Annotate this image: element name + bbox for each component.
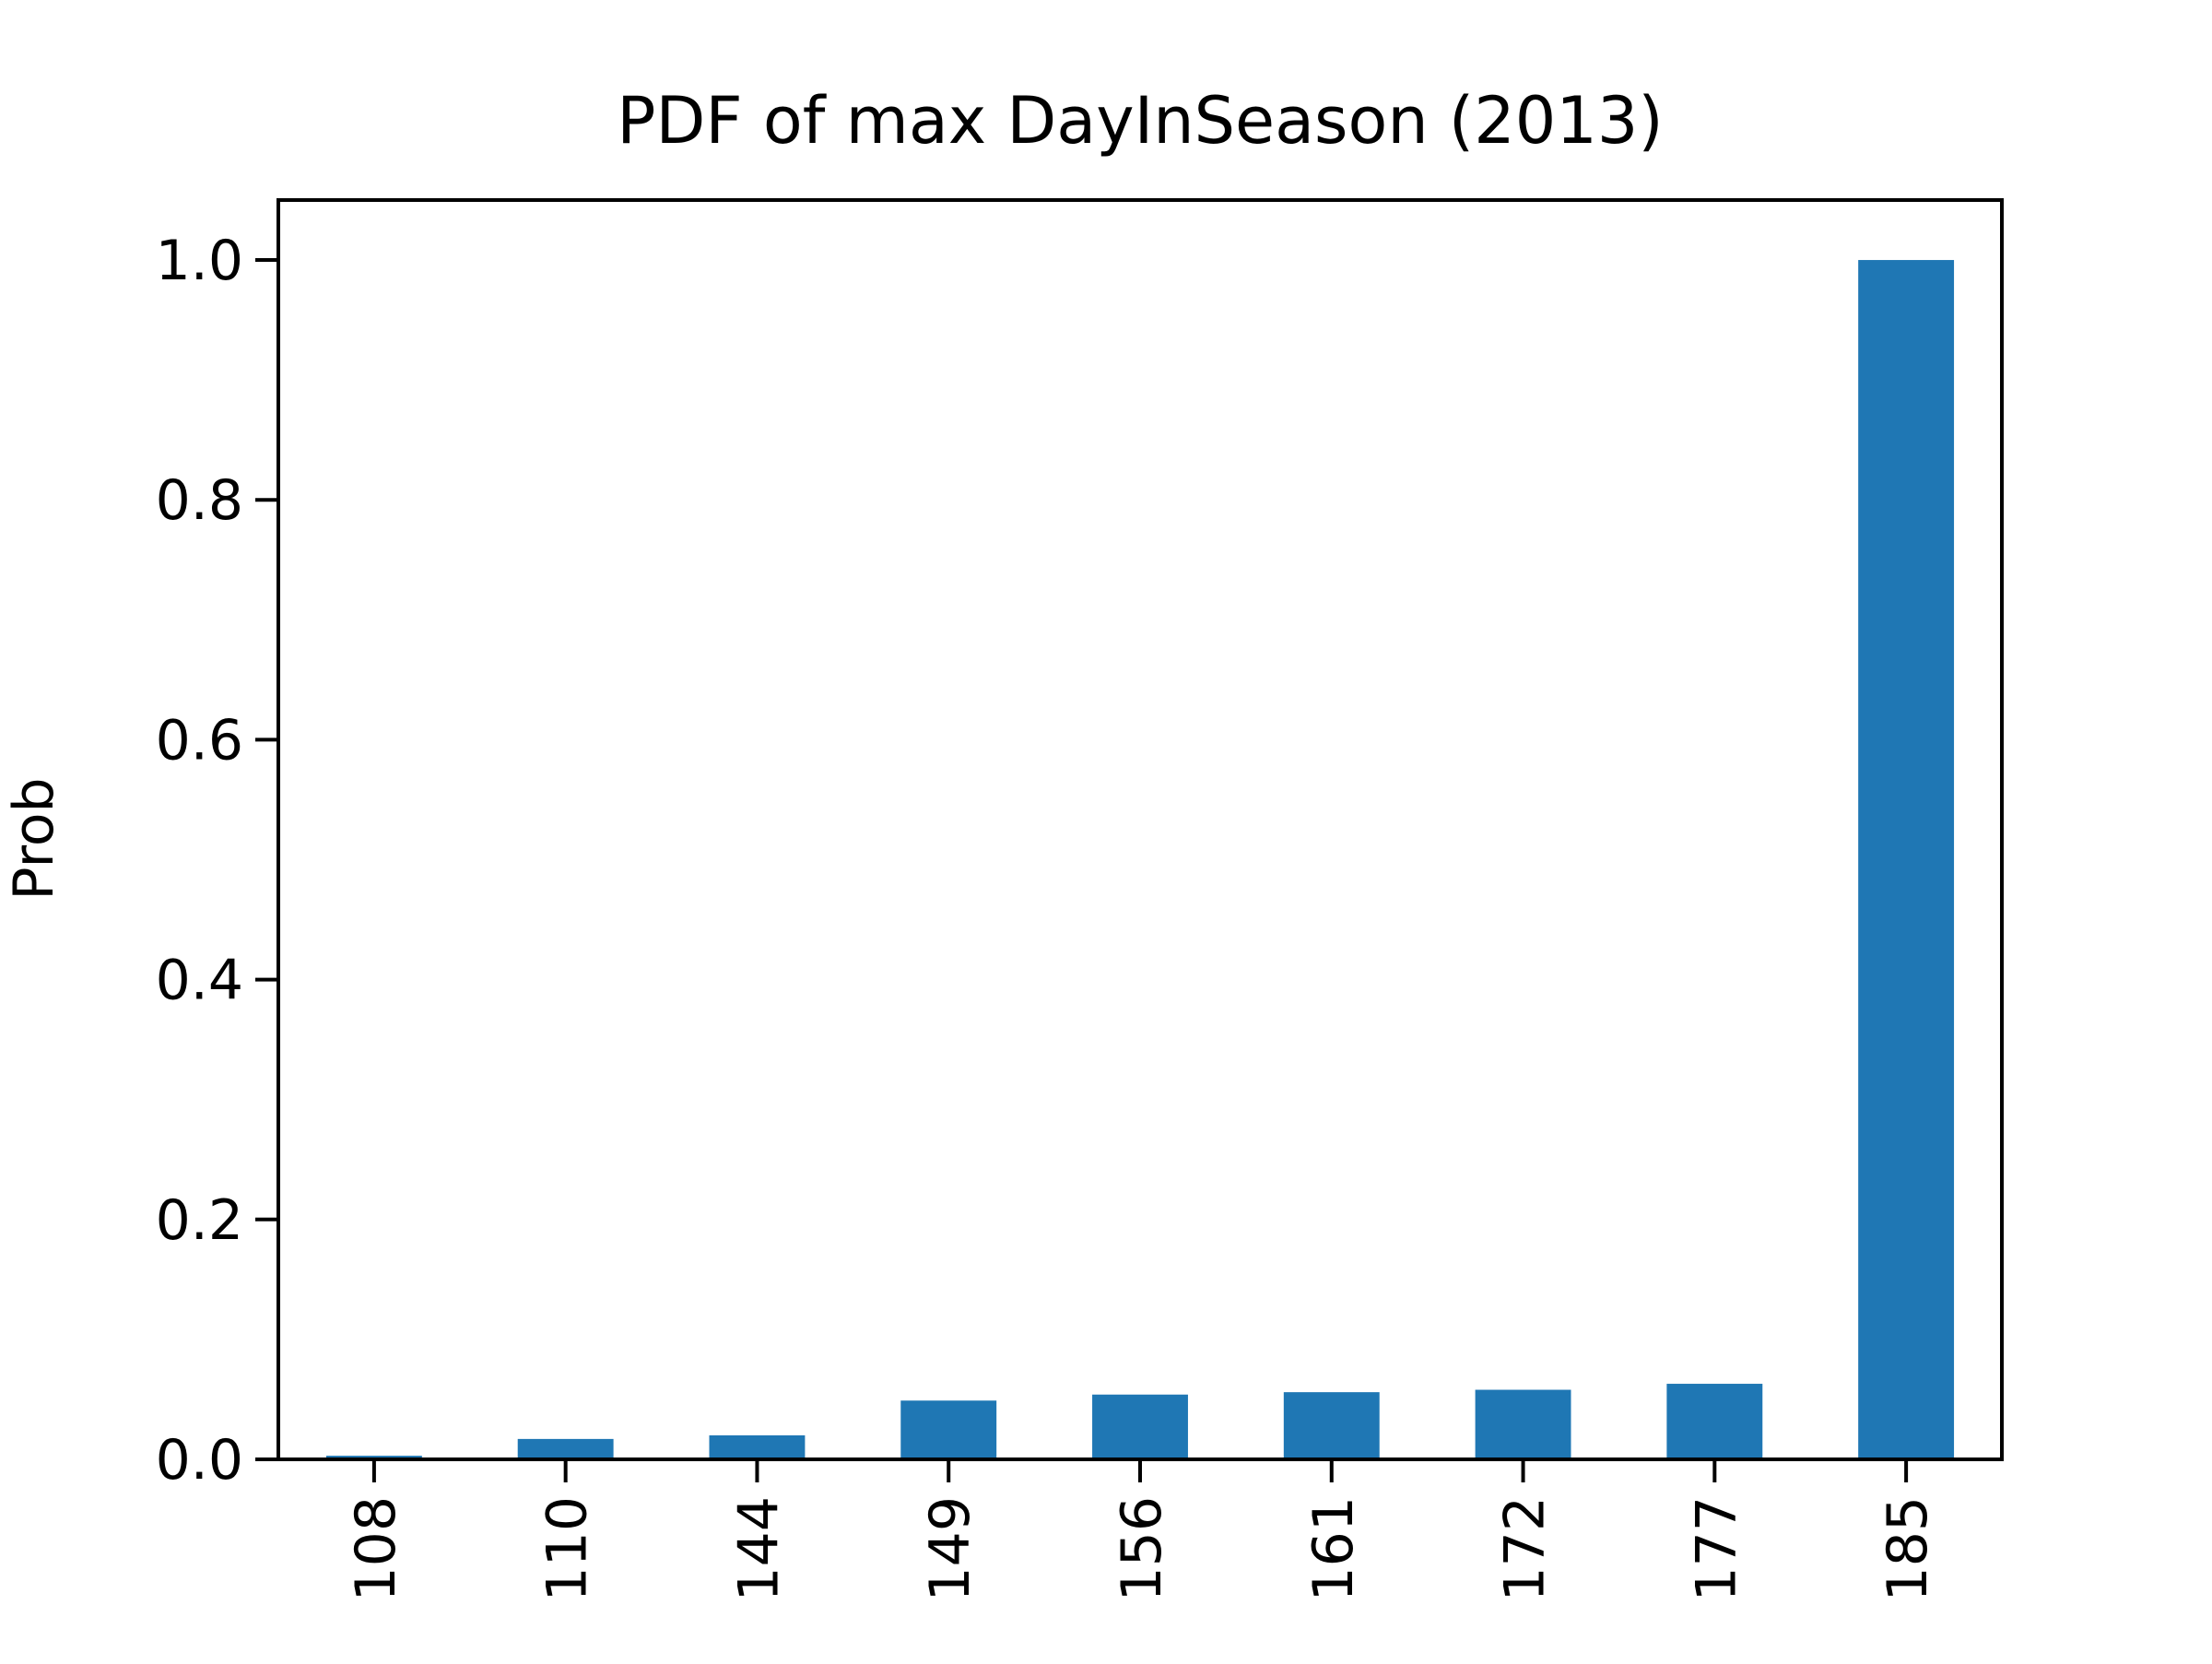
plot-frame	[276, 198, 2004, 1461]
x-tick-label: 156	[1110, 1496, 1174, 1602]
chart-title: PDF of max DayInSeason (2013)	[617, 83, 1663, 159]
y-tick-label: 0.6	[156, 708, 243, 773]
y-axis: 0.0 0.2 0.4 0.6 0.8 1.0	[156, 229, 278, 1493]
bar-149	[900, 1400, 997, 1459]
bar-156	[1092, 1394, 1188, 1459]
y-tick-label: 0.8	[156, 468, 243, 533]
bar-110	[517, 1438, 614, 1459]
bar-161	[1283, 1392, 1380, 1459]
x-tick-label: 161	[1301, 1496, 1366, 1602]
x-tick-label: 149	[918, 1496, 982, 1602]
x-tick-label: 185	[1876, 1496, 1940, 1602]
x-tick-label: 177	[1684, 1496, 1748, 1602]
y-tick-label: 1.0	[156, 229, 243, 293]
y-tick-label: 0.4	[156, 949, 243, 1013]
x-tick-label: 108	[344, 1496, 408, 1602]
y-tick-label: 0.2	[156, 1188, 243, 1253]
y-axis-label: Prob	[2, 777, 66, 900]
x-axis: 108 110 144 149 156 161 172 177 185	[344, 1459, 1940, 1602]
bar-172	[1475, 1389, 1571, 1459]
x-tick-label: 110	[535, 1496, 600, 1602]
x-tick-label: 144	[726, 1496, 791, 1602]
y-tick-label: 0.0	[156, 1428, 243, 1493]
bar-185	[1858, 260, 1955, 1459]
x-tick-label: 172	[1493, 1496, 1558, 1602]
bar-177	[1666, 1384, 1763, 1459]
bar-144	[709, 1434, 806, 1459]
bars-group	[325, 260, 1955, 1459]
